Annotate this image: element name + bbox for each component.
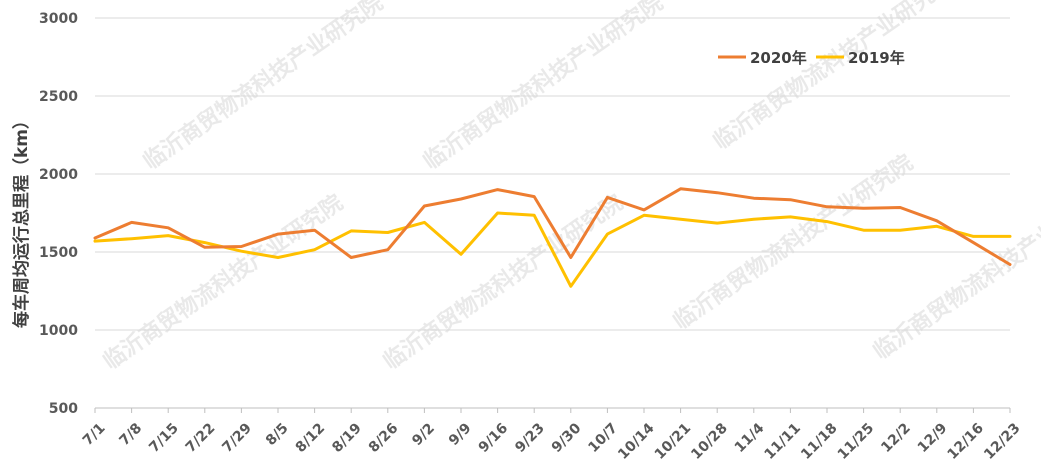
legend: 2020年 2019年 xyxy=(718,49,905,67)
x-tick-label: 10/21 xyxy=(652,420,694,462)
x-tick-label: 11/11 xyxy=(762,420,804,462)
x-tick-label: 9/30 xyxy=(549,420,585,456)
x-tick-label: 11/25 xyxy=(835,420,877,462)
x-tick-label: 9/2 xyxy=(409,420,438,449)
series-lines xyxy=(93,187,1012,288)
watermark-text: 临沂商贸物流科技产业研究院 xyxy=(709,0,958,155)
x-tick-label: 7/15 xyxy=(146,420,182,456)
x-tick-label: 8/12 xyxy=(293,420,329,456)
legend-label: 2019年 xyxy=(848,49,905,67)
x-tick-label: 9/23 xyxy=(512,420,548,456)
x-tick-label: 9/9 xyxy=(446,420,475,449)
x-tick-label: 12/2 xyxy=(878,420,914,456)
watermark-text: 临沂商贸物流科技产业研究院 xyxy=(99,190,348,375)
x-tick-label: 10/28 xyxy=(688,420,730,462)
x-tick-label: 7/29 xyxy=(219,420,255,456)
x-tick-label: 8/19 xyxy=(329,420,365,456)
series-line xyxy=(93,211,1012,288)
x-tick-label: 9/16 xyxy=(476,420,512,456)
x-tick-label: 12/23 xyxy=(981,420,1023,462)
x-tick-label: 12/16 xyxy=(945,420,987,462)
x-tick-label: 10/14 xyxy=(615,420,658,463)
watermark-text: 临沂商贸物流科技产业研究院 xyxy=(669,150,918,335)
y-tick-label: 2000 xyxy=(39,167,78,183)
x-tick-label: 7/22 xyxy=(183,420,219,456)
x-tick-label: 7/8 xyxy=(116,420,145,449)
x-axis: 7/1 7/8 7/15 7/22 7/29 8/5 8/12 8/19 8/26 9/2 9/9 9… xyxy=(80,408,1024,463)
y-axis-ticks: 500 1000 1500 2000 2500 3000 xyxy=(39,11,78,417)
y-tick-label: 3000 xyxy=(39,11,78,27)
x-tick-label: 8/26 xyxy=(366,420,402,456)
y-tick-label: 1000 xyxy=(39,323,78,339)
series-line xyxy=(93,187,1012,266)
legend-label: 2020年 xyxy=(750,49,807,67)
x-tick-label: 7/1 xyxy=(80,420,109,449)
y-axis-label: 每车周均运行总里程（km） xyxy=(11,112,32,328)
y-tick-label: 1500 xyxy=(39,245,78,261)
y-tick-label: 500 xyxy=(49,401,78,417)
y-tick-label: 2500 xyxy=(39,89,78,105)
watermark-text: 临沂商贸物流科技产业研究院 xyxy=(139,0,388,175)
watermark-text: 临沂商贸物流科技产业研究院 xyxy=(419,0,668,175)
x-tick-label: 11/18 xyxy=(798,420,840,462)
x-tick-label: 8/5 xyxy=(263,420,292,449)
